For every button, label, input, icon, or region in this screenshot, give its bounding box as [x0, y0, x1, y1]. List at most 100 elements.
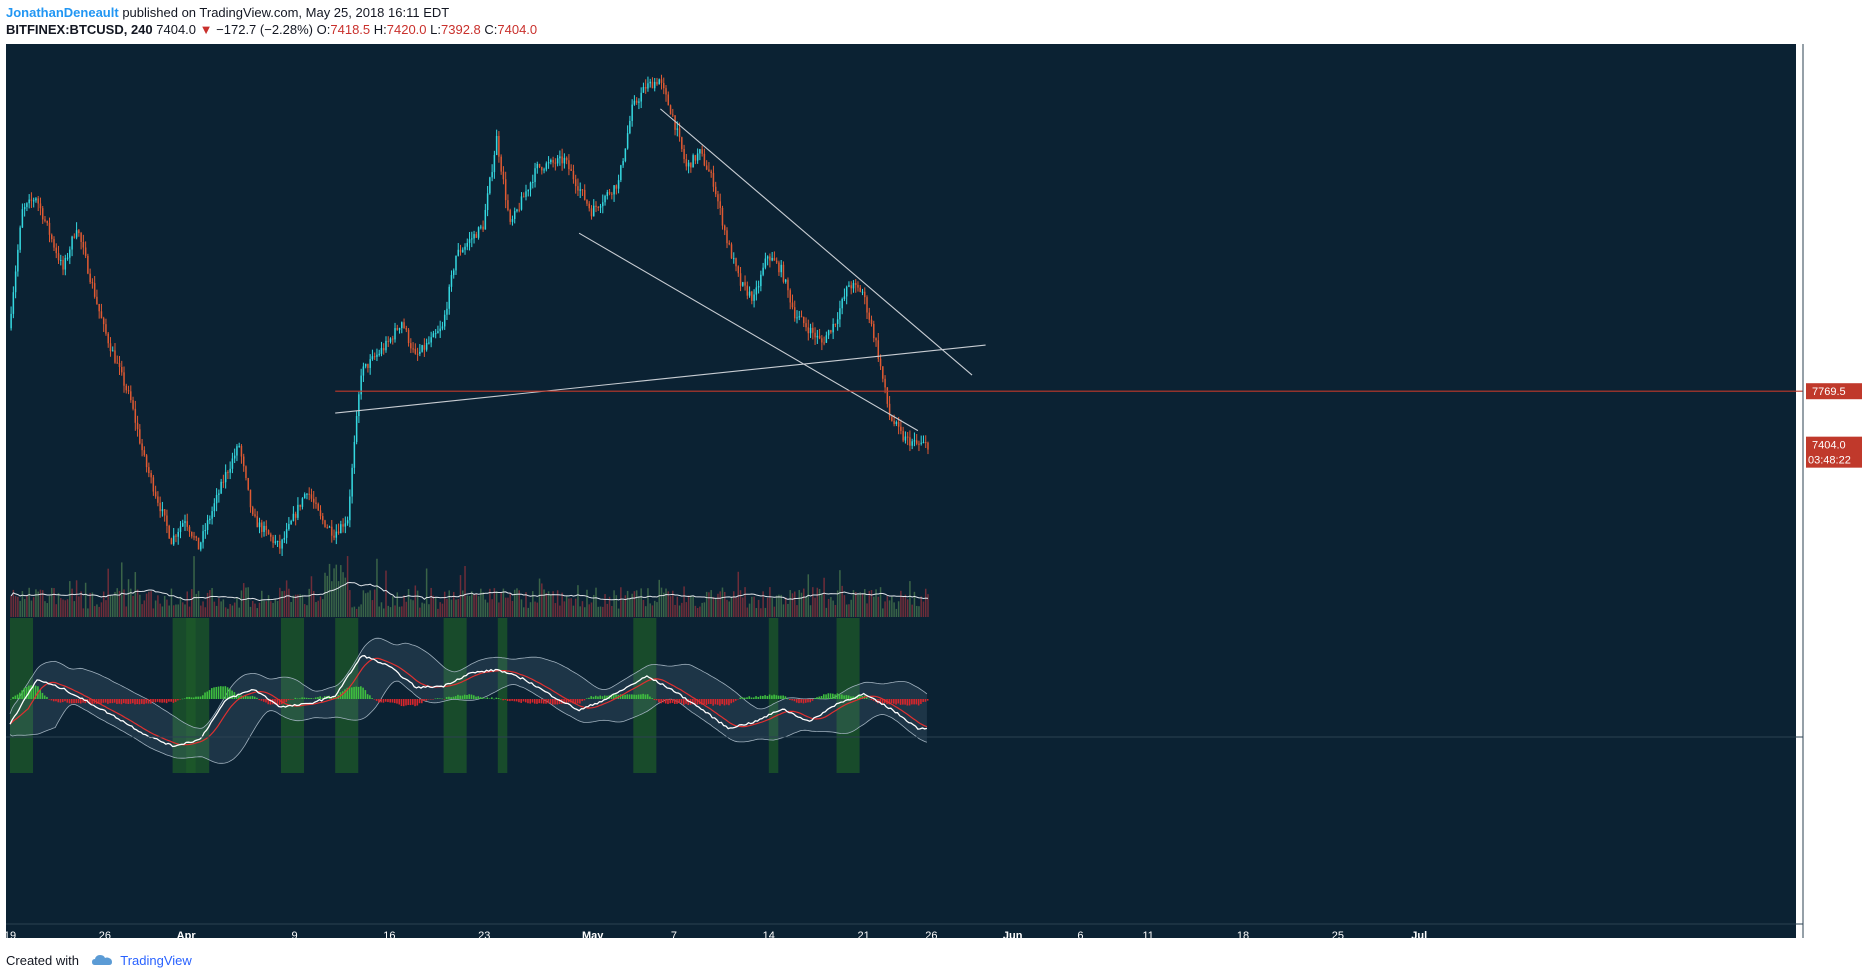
- volume-bar: [398, 606, 401, 617]
- volume-bar: [622, 599, 624, 617]
- volume-bar: [703, 602, 706, 617]
- candle-body: [922, 442, 925, 444]
- volume-bar: [48, 595, 51, 617]
- histogram-bar: [371, 698, 373, 699]
- candle-body: [265, 525, 268, 531]
- candlesticks[interactable]: [10, 74, 929, 556]
- volume-bar: [556, 590, 559, 617]
- volume-bar: [464, 566, 466, 617]
- candle-body: [224, 472, 227, 483]
- candle-body: [222, 481, 225, 483]
- volume-bar: [473, 594, 475, 617]
- volume-bar: [387, 605, 389, 617]
- histogram-bar: [439, 698, 441, 699]
- candle-body: [238, 445, 240, 447]
- volume-bar: [166, 599, 168, 617]
- time-tick-label: 16: [383, 930, 395, 942]
- histogram-bar: [838, 694, 841, 699]
- candle-body: [312, 498, 315, 503]
- tradingview-brand-link[interactable]: TradingView: [120, 953, 192, 968]
- candle-body: [172, 535, 175, 545]
- histogram-bar: [773, 694, 775, 699]
- candle-body: [649, 81, 651, 84]
- candle-body: [181, 523, 184, 527]
- volume-bar: [294, 594, 297, 617]
- price-axis[interactable]: 10000.0 9800.0 9600.0 9400.0 9200.0 9000.0 880…: [1812, 60, 1852, 599]
- volume-bar: [139, 594, 141, 617]
- volume-bar: [663, 592, 665, 617]
- candle-body: [579, 189, 581, 191]
- candle-body: [462, 249, 464, 253]
- histogram-bar: [391, 699, 394, 703]
- volume-bar: [382, 608, 385, 617]
- candle-body: [647, 83, 649, 89]
- histogram-bar: [696, 699, 699, 705]
- histogram-bar: [603, 695, 606, 699]
- candle-body: [452, 270, 455, 276]
- volume-bar: [335, 564, 338, 617]
- histogram-bar: [375, 699, 378, 701]
- volume-bar: [489, 588, 491, 617]
- candle-body: [344, 523, 347, 527]
- volume-bar: [541, 583, 543, 617]
- candle-body: [358, 394, 360, 417]
- chart-canvas[interactable]: 10000.0 9800.0 9600.0 9400.0 9200.0 9000.0 880…: [0, 44, 1873, 948]
- tradingview-cloud-icon: [91, 953, 113, 970]
- histogram-bar: [41, 692, 44, 699]
- candle-body: [416, 353, 419, 355]
- histogram-bar: [789, 699, 791, 701]
- volume-bar: [392, 596, 394, 617]
- histogram-bar: [662, 699, 665, 703]
- histogram-bar: [631, 694, 633, 699]
- candle-body: [703, 153, 706, 166]
- histogram-bar: [145, 699, 148, 704]
- time-tick-label: 14: [763, 930, 775, 942]
- volume-bar: [26, 594, 28, 617]
- candle-body: [315, 502, 317, 504]
- price-tick-label: 9600.0: [1812, 119, 1846, 131]
- volume-bar: [694, 605, 697, 617]
- candle-body: [412, 348, 414, 350]
- price-tick-label: 10000.0: [1812, 60, 1852, 72]
- histogram-bar: [881, 699, 884, 705]
- volume-bar: [62, 599, 64, 617]
- trendlines[interactable]: [335, 108, 1803, 432]
- volume-bar: [882, 608, 884, 617]
- histogram-bar: [793, 699, 796, 702]
- candle-body: [805, 323, 807, 328]
- candle-body: [53, 239, 55, 248]
- candle-body: [843, 296, 846, 300]
- histogram-bar: [360, 686, 362, 699]
- histogram-bar: [655, 699, 658, 701]
- time-axis[interactable]: 19 26 Apr 9 16 23 May 7 14 21 26 Jun 6 11 18 25 Jul: [4, 930, 1427, 942]
- histogram-bar: [267, 699, 270, 705]
- candle-body: [694, 155, 697, 161]
- histogram-bar: [836, 693, 839, 699]
- volume-bar: [766, 597, 769, 617]
- volume-bar: [674, 604, 676, 617]
- histogram-bar: [321, 697, 324, 699]
- volume-bar: [843, 595, 846, 617]
- last-price: 7404.0: [156, 22, 197, 37]
- candle-body: [139, 429, 141, 444]
- histogram-bar: [323, 696, 326, 699]
- histogram-bar: [150, 699, 152, 704]
- candle-body: [421, 345, 423, 352]
- author-link[interactable]: JonathanDeneault: [6, 5, 119, 20]
- volume-bar: [279, 587, 281, 617]
- histogram-bar: [556, 699, 559, 705]
- histogram-bar: [249, 696, 251, 699]
- indicator-axis[interactable]: 400.0000 200.0000 0.0000 -200.0000 -400.0000: [1812, 629, 1862, 771]
- volume-bar: [552, 591, 554, 617]
- volume-bar: [281, 591, 283, 617]
- candle-body: [775, 260, 778, 263]
- volume-bar: [288, 588, 290, 617]
- volume-bar: [446, 598, 448, 617]
- histogram-bar: [809, 699, 812, 703]
- histogram-bar: [235, 694, 238, 699]
- candle-body: [317, 503, 319, 511]
- volume-bar: [583, 607, 586, 617]
- candle-body: [708, 169, 710, 172]
- volume-bar: [651, 605, 654, 617]
- volume-bar: [617, 608, 620, 617]
